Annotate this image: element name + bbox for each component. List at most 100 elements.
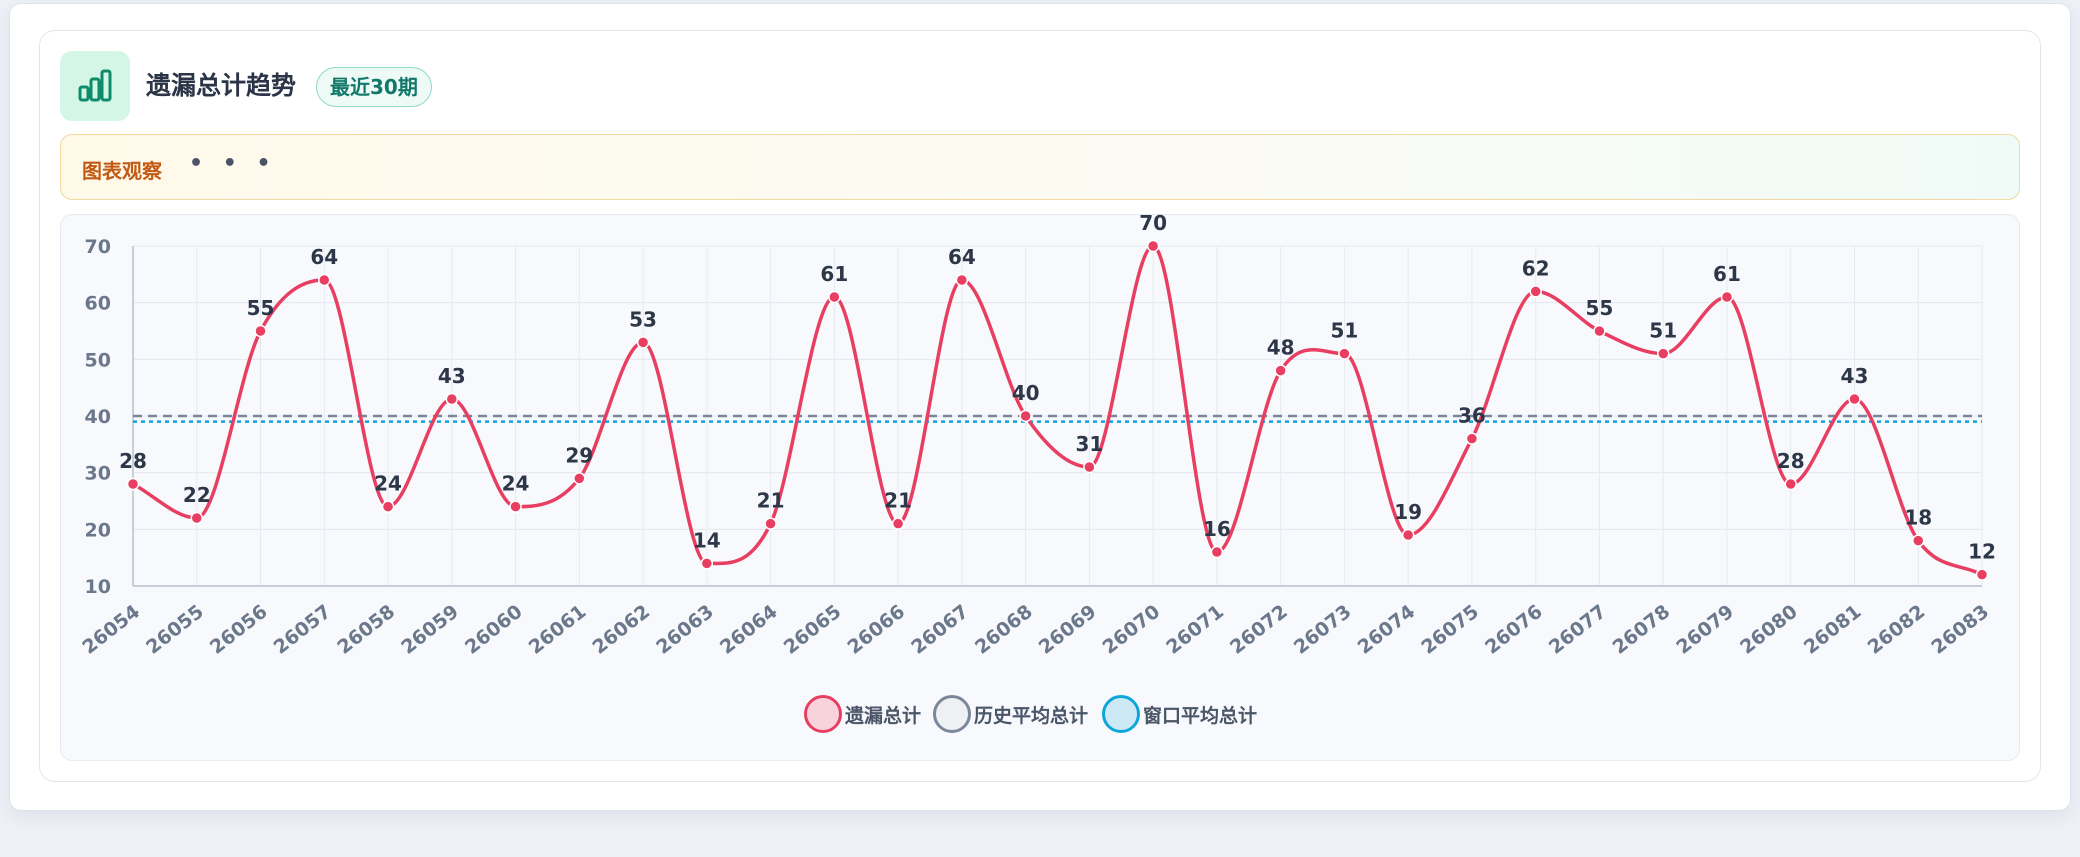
x-tick-label: 26079 <box>1672 601 1738 659</box>
data-point <box>891 517 905 530</box>
data-label: 36 <box>1458 404 1486 428</box>
y-tick-label: 20 <box>85 519 111 541</box>
y-tick-label: 70 <box>85 236 111 258</box>
y-tick-label: 10 <box>85 576 111 598</box>
x-tick-label: 26062 <box>589 601 655 659</box>
data-point <box>636 336 650 349</box>
y-tick-label: 60 <box>85 293 111 315</box>
x-tick-label: 26078 <box>1609 601 1675 659</box>
data-point <box>1529 285 1542 298</box>
data-point <box>1656 347 1670 360</box>
data-label: 64 <box>310 245 338 269</box>
legend-swatch-window-average <box>1102 695 1140 733</box>
data-point <box>1019 409 1032 423</box>
data-label: 53 <box>629 307 657 331</box>
data-label: 55 <box>247 296 275 320</box>
data-point <box>1274 364 1287 377</box>
x-tick-label: 26075 <box>1417 601 1483 659</box>
legend-item-omission-total[interactable]: 遗漏总计 <box>804 694 921 734</box>
data-label: 28 <box>1777 449 1805 473</box>
data-label: 21 <box>757 489 785 513</box>
x-tick-label: 26066 <box>844 601 910 659</box>
legend-item-historical-average[interactable]: 历史平均总计 <box>933 694 1088 734</box>
data-point <box>1338 347 1351 360</box>
legend-label: 窗口平均总计 <box>1143 704 1258 727</box>
data-point <box>955 273 969 287</box>
x-tick-label: 26055 <box>142 601 208 659</box>
data-point <box>445 392 459 406</box>
x-tick-label: 26059 <box>397 601 463 659</box>
period-badge: 最近30期 <box>316 67 432 107</box>
legend-swatch-historical-average <box>933 695 971 733</box>
data-point <box>126 477 140 491</box>
data-label: 24 <box>374 472 402 496</box>
data-label: 70 <box>1139 211 1167 235</box>
data-label: 31 <box>1075 432 1103 456</box>
data-point <box>1083 460 1096 474</box>
data-point <box>1848 392 1861 406</box>
data-label: 51 <box>1330 319 1358 343</box>
data-label: 14 <box>693 528 721 552</box>
y-tick-label: 40 <box>85 406 111 428</box>
data-label: 12 <box>1968 540 1996 564</box>
legend-item-window-average[interactable]: 窗口平均总计 <box>1102 694 1257 734</box>
data-point <box>509 500 522 513</box>
data-point <box>1146 239 1160 253</box>
x-tick-label: 26071 <box>1162 601 1228 659</box>
data-point <box>190 511 204 525</box>
x-tick-label: 26077 <box>1545 601 1611 659</box>
x-tick-label: 26083 <box>1927 601 1993 659</box>
legend-swatch-omission-total <box>804 695 842 733</box>
x-tick-label: 26057 <box>270 601 336 659</box>
data-point <box>254 324 267 338</box>
x-tick-label: 26070 <box>1099 601 1165 659</box>
x-tick-label: 26063 <box>652 601 718 659</box>
data-label: 16 <box>1203 517 1231 541</box>
data-point <box>1593 324 1606 338</box>
chart-title: 遗漏总计趋势 <box>146 71 297 100</box>
data-label: 61 <box>820 262 848 286</box>
x-tick-label: 26058 <box>333 601 399 659</box>
y-tick-label: 50 <box>85 349 111 371</box>
data-label: 62 <box>1522 256 1550 280</box>
data-label: 43 <box>1841 364 1869 388</box>
data-point <box>1720 290 1734 304</box>
x-tick-label: 26072 <box>1226 601 1292 659</box>
data-point <box>381 500 395 513</box>
data-point <box>1911 534 1925 547</box>
observation-bar[interactable]: 图表观察 • • • <box>60 134 2020 200</box>
data-label: 28 <box>119 449 147 473</box>
data-label: 61 <box>1713 262 1741 286</box>
x-tick-label: 26065 <box>780 601 846 659</box>
x-tick-label: 26060 <box>461 601 527 659</box>
x-tick-label: 26056 <box>206 601 272 659</box>
chart-card: 遗漏总计趋势 最近30期 图表观察 • • • <box>39 30 2041 782</box>
x-tick-label: 26081 <box>1800 601 1866 659</box>
series-line-omission-total <box>132 244 1983 577</box>
x-tick-label: 26064 <box>716 601 782 659</box>
data-label: 51 <box>1649 319 1677 343</box>
data-point <box>1784 477 1797 491</box>
plot-panel <box>60 214 2020 761</box>
data-label: 18 <box>1904 506 1932 530</box>
x-tick-label: 26067 <box>907 601 973 659</box>
x-tick-label: 26061 <box>525 601 591 659</box>
data-point <box>573 472 586 485</box>
observation-label: 图表观察 <box>82 159 162 183</box>
data-point <box>828 290 841 304</box>
data-label: 48 <box>1267 336 1295 360</box>
x-tick-label: 26073 <box>1290 601 1356 659</box>
legend-label: 历史平均总计 <box>974 704 1089 727</box>
x-tick-label: 26076 <box>1481 601 1547 659</box>
data-label: 29 <box>565 443 593 467</box>
x-tick-label: 26069 <box>1035 601 1101 659</box>
x-tick-label: 26080 <box>1736 601 1802 659</box>
x-tick-label: 26074 <box>1354 601 1420 659</box>
data-label: 19 <box>1394 500 1422 524</box>
data-label: 40 <box>1012 381 1040 405</box>
more-dots-icon[interactable]: • • • <box>189 151 277 176</box>
data-point <box>1465 432 1479 445</box>
x-tick-label: 26082 <box>1864 601 1930 659</box>
data-point <box>1975 568 1989 581</box>
data-label: 24 <box>502 472 530 496</box>
